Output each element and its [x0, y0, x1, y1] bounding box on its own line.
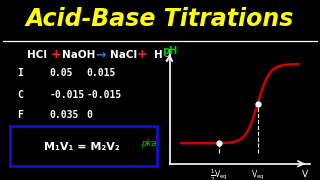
- Text: Acid-Base Titrations: Acid-Base Titrations: [26, 7, 294, 31]
- Text: -0.015: -0.015: [50, 89, 85, 100]
- Text: M₁V₁ = M₂V₂: M₁V₁ = M₂V₂: [44, 142, 119, 152]
- Text: +: +: [137, 48, 148, 61]
- Text: →: →: [96, 48, 106, 61]
- Text: O: O: [170, 50, 178, 60]
- Text: C: C: [18, 89, 23, 100]
- Text: 2: 2: [164, 56, 169, 62]
- Text: 0.035: 0.035: [50, 110, 79, 120]
- Text: NaCl: NaCl: [110, 50, 137, 60]
- Text: +: +: [51, 48, 61, 61]
- Text: pH: pH: [162, 46, 177, 56]
- Text: I: I: [18, 68, 23, 78]
- Text: pka: pka: [141, 139, 156, 148]
- Text: 0.05: 0.05: [50, 68, 73, 78]
- Text: NaOH: NaOH: [62, 50, 95, 60]
- Text: H: H: [154, 50, 162, 60]
- Text: V: V: [301, 170, 308, 179]
- Text: 0.015: 0.015: [86, 68, 116, 78]
- Text: HCl: HCl: [27, 50, 47, 60]
- Text: 0: 0: [86, 110, 92, 120]
- Text: -0.015: -0.015: [86, 89, 122, 100]
- Text: V$_{\mathregular{eq}}$: V$_{\mathregular{eq}}$: [251, 169, 264, 180]
- Text: F: F: [18, 110, 23, 120]
- Bar: [10, 126, 157, 166]
- Text: $\frac{1}{2}$V$_{\mathregular{eq}}$: $\frac{1}{2}$V$_{\mathregular{eq}}$: [210, 167, 228, 180]
